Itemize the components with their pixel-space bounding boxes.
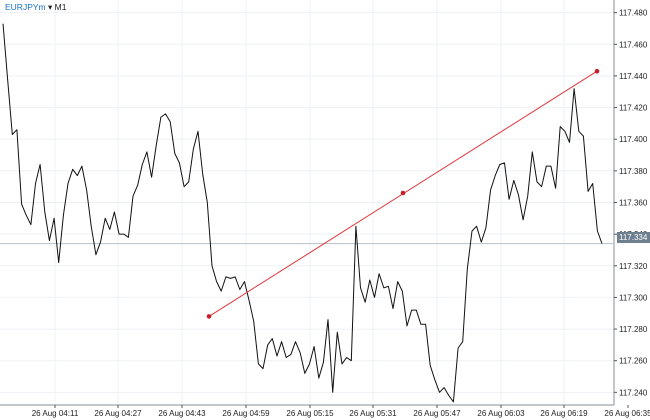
y-tick-label: 117.400 — [619, 135, 648, 144]
grid — [0, 0, 614, 405]
x-tick-label: 26 Aug 06:35 — [604, 409, 650, 418]
x-tick-label: 26 Aug 04:43 — [158, 409, 206, 418]
y-tick-label: 117.260 — [619, 357, 648, 366]
y-tick-label: 117.240 — [619, 388, 648, 397]
y-tick-label: 117.420 — [619, 104, 648, 113]
x-tick-label: 26 Aug 06:03 — [477, 409, 525, 418]
x-tick-label: 26 Aug 04:59 — [222, 409, 270, 418]
x-tick-label: 26 Aug 05:47 — [413, 409, 461, 418]
symbol-name[interactable]: EURJPYm — [5, 2, 46, 12]
timeframe-label[interactable]: M1 — [54, 2, 67, 12]
y-tick-label: 117.480 — [619, 9, 648, 18]
trendline-start-anchor[interactable] — [206, 314, 212, 319]
current-price-tag: 117.334 — [617, 232, 650, 243]
price-axis[interactable]: 117.240 117.260 117.280 117.300 117.320 117.3… — [614, 9, 648, 398]
x-tick-label: 26 Aug 05:31 — [349, 409, 397, 418]
x-tick-label: 26 Aug 06:19 — [540, 409, 588, 418]
trendline-end-anchor[interactable] — [594, 68, 600, 74]
symbol-timeframe-label[interactable]: EURJPYm ▾ M1 — [5, 2, 66, 13]
symbol-dropdown-icon[interactable]: ▾ — [48, 2, 53, 12]
trendline-mid-anchor[interactable] — [400, 190, 406, 196]
y-tick-label: 117.320 — [619, 262, 648, 271]
y-tick-label: 117.360 — [619, 199, 648, 208]
y-tick-label: 117.440 — [619, 72, 648, 81]
series — [2, 23, 603, 403]
y-tick-label: 117.300 — [619, 293, 648, 302]
y-tick-label: 117.280 — [619, 325, 648, 334]
time-axis[interactable]: 26 Aug 04:11 26 Aug 04:27 26 Aug 04:43 26 A… — [32, 405, 650, 418]
x-tick-label: 26 Aug 04:27 — [94, 409, 142, 418]
y-tick-label: 117.460 — [619, 40, 648, 49]
trendline-object[interactable] — [206, 68, 600, 319]
x-tick-label: 26 Aug 04:11 — [32, 409, 79, 418]
x-tick-label: 26 Aug 05:15 — [286, 409, 334, 418]
price-line — [2, 23, 603, 403]
y-tick-label: 117.380 — [619, 167, 648, 176]
